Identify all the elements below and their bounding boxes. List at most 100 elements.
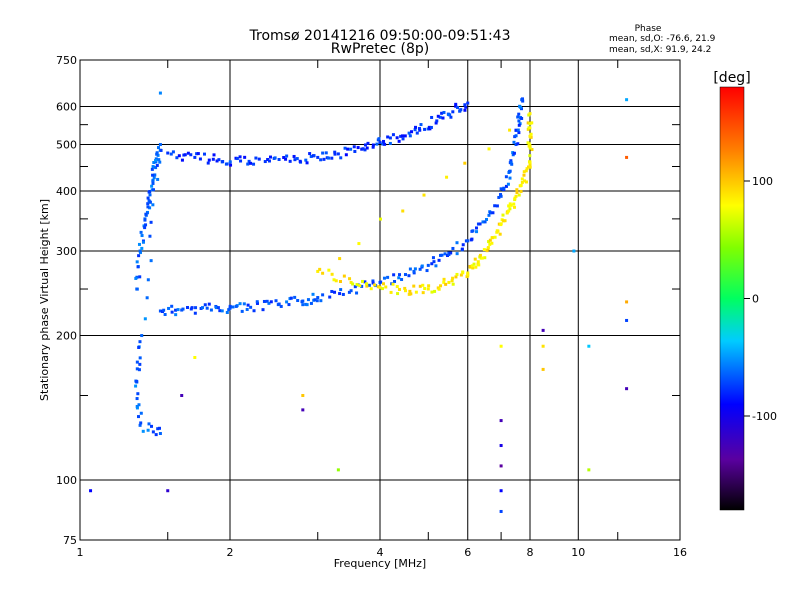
trace-echo <box>528 162 532 166</box>
trace-point <box>403 273 407 277</box>
trace-echo <box>355 283 359 287</box>
trace-echo <box>442 280 446 284</box>
trace-echo <box>156 146 160 150</box>
plot-frame <box>79 59 681 541</box>
trace-echo <box>366 141 370 145</box>
x-tick-labels: 1 2 4 6 8 10 16 <box>77 546 688 559</box>
trace-echo <box>343 146 347 150</box>
trace-echo <box>454 102 458 106</box>
trace-point <box>426 287 430 291</box>
trace-point <box>166 151 170 155</box>
trace-echo <box>159 148 163 152</box>
trace-echo <box>412 284 416 288</box>
trace-echo <box>508 176 512 180</box>
trace-echo <box>522 173 526 177</box>
trace-echo <box>218 309 222 313</box>
trace-echo <box>277 157 281 161</box>
trace-echo <box>412 269 416 273</box>
trace-echo <box>471 229 475 233</box>
trace-echo <box>391 282 395 286</box>
trace-point <box>140 334 144 338</box>
trace-echo <box>301 303 305 307</box>
trace-echo <box>378 217 382 221</box>
trace-echo <box>296 299 300 303</box>
trace-echo <box>135 406 139 410</box>
trace-echo <box>381 142 385 146</box>
trace-echo <box>407 274 411 278</box>
trace-echo <box>451 276 455 280</box>
trace-echo <box>142 224 146 228</box>
trace-echo <box>442 110 446 114</box>
trace-echo <box>154 157 158 161</box>
y-tick-label: 500 <box>56 139 77 152</box>
trace-echo <box>149 259 153 263</box>
trace-echo <box>516 128 520 132</box>
trace-echo <box>375 142 379 146</box>
trace-echo <box>442 277 446 281</box>
isolated-point <box>499 489 503 493</box>
trace-echo <box>240 309 244 313</box>
trace-echo <box>456 106 460 110</box>
trace-echo <box>221 160 225 164</box>
trace-echo <box>137 254 141 258</box>
y-tick-label: 200 <box>56 330 77 343</box>
trace-echo <box>518 122 522 126</box>
isolated-point <box>499 419 503 423</box>
trace-echo <box>421 283 425 287</box>
trace-echo <box>526 121 530 125</box>
trace-echo <box>145 211 149 215</box>
trace-echo <box>437 258 441 262</box>
trace-echo <box>248 161 252 165</box>
trace-echo <box>330 272 334 276</box>
trace-echo <box>418 128 422 132</box>
trace-echo <box>333 152 337 156</box>
trace-echo <box>209 308 213 312</box>
trace-point <box>520 98 524 102</box>
trace-echo <box>451 246 455 250</box>
trace-echo <box>461 243 465 247</box>
trace-echo <box>339 288 343 292</box>
trace-echo <box>141 240 145 244</box>
colorbar-tick-label: 100 <box>752 175 773 188</box>
trace-echo <box>526 141 530 145</box>
trace-echo <box>428 127 432 131</box>
trace-echo <box>380 287 384 291</box>
isolated-point <box>587 468 591 472</box>
trace-echo <box>504 175 508 179</box>
y-tick-label: 400 <box>56 185 77 198</box>
trace-point <box>514 143 518 147</box>
trace-echo <box>517 112 521 116</box>
trace-echo <box>145 296 149 300</box>
trace-echo <box>311 292 315 296</box>
trace-echo <box>180 158 184 162</box>
trace-echo <box>384 285 388 289</box>
y-tick-label: 750 <box>56 54 77 67</box>
trace-echo <box>156 427 160 431</box>
x-tick-label: 4 <box>377 546 384 559</box>
trace-echo <box>520 177 524 181</box>
trace-echo <box>527 165 531 169</box>
colorbar-tick-label: 0 <box>752 293 759 306</box>
trace-echo <box>269 300 273 304</box>
trace-echo <box>383 142 387 146</box>
trace-echo <box>413 128 417 132</box>
trace-point <box>378 140 382 144</box>
trace-echo <box>146 205 150 209</box>
trace-echo <box>134 384 138 388</box>
y-tick-label: 300 <box>56 245 77 258</box>
trace-echo <box>430 290 434 294</box>
trace-echo <box>528 160 532 164</box>
trace-echo <box>274 299 278 303</box>
trace-echo <box>346 147 350 151</box>
trace-echo <box>139 421 143 425</box>
trace-echo <box>478 253 482 257</box>
trace-echo <box>465 275 469 279</box>
trace-echo <box>447 113 451 117</box>
trace-echo <box>497 195 501 199</box>
trace-echo <box>220 309 224 313</box>
trace-echo <box>526 127 530 131</box>
trace-echo <box>519 183 523 187</box>
trace-echo <box>339 156 343 160</box>
trace-echo <box>499 187 503 191</box>
trace-echo <box>432 260 436 264</box>
